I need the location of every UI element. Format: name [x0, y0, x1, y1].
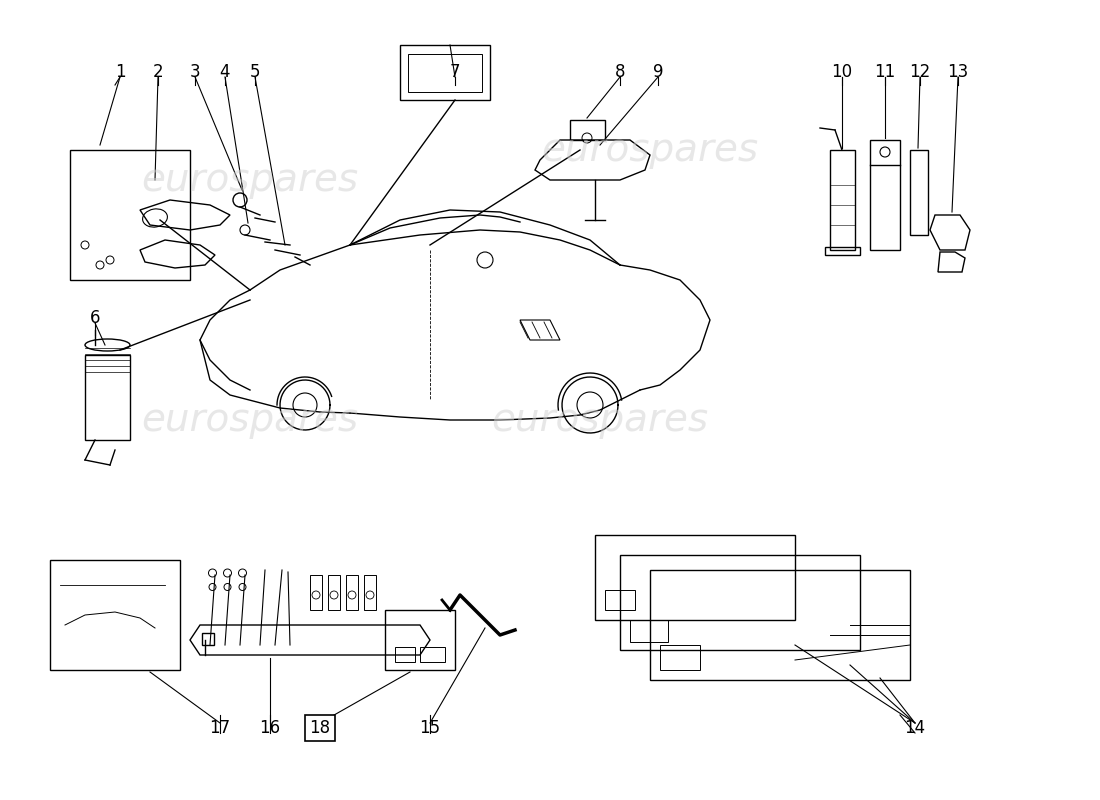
Text: 10: 10 — [832, 63, 852, 81]
Text: 9: 9 — [652, 63, 663, 81]
Bar — [70, 150, 190, 280]
Text: 18: 18 — [309, 719, 331, 737]
Text: 8: 8 — [615, 63, 625, 81]
Bar — [50, 560, 180, 670]
Text: 4: 4 — [220, 63, 230, 81]
Text: 6: 6 — [90, 309, 100, 327]
Text: eurospares: eurospares — [492, 401, 708, 439]
Text: 11: 11 — [874, 63, 895, 81]
Bar — [825, 247, 860, 255]
Bar — [385, 610, 455, 670]
Text: 7: 7 — [450, 63, 460, 81]
Bar — [650, 570, 910, 680]
Text: 16: 16 — [260, 719, 280, 737]
Text: eurospares: eurospares — [541, 131, 759, 169]
Text: eurospares: eurospares — [142, 161, 359, 199]
Bar — [830, 150, 855, 250]
Bar — [605, 590, 635, 610]
Bar — [420, 647, 446, 662]
Bar — [310, 575, 322, 610]
Bar — [630, 620, 668, 642]
Bar — [328, 575, 340, 610]
Text: 1: 1 — [114, 63, 125, 81]
Text: eurospares: eurospares — [142, 401, 359, 439]
Bar — [395, 647, 415, 662]
Text: 3: 3 — [189, 63, 200, 81]
Bar — [364, 575, 376, 610]
Bar — [408, 54, 482, 92]
Bar — [85, 355, 130, 440]
Text: 17: 17 — [209, 719, 231, 737]
Text: 5: 5 — [250, 63, 261, 81]
Bar — [202, 633, 215, 645]
Text: 13: 13 — [947, 63, 969, 81]
Bar — [570, 120, 605, 140]
Bar — [620, 555, 860, 650]
Bar — [910, 150, 928, 235]
Text: 2: 2 — [153, 63, 163, 81]
Text: 12: 12 — [910, 63, 931, 81]
Text: 15: 15 — [419, 719, 441, 737]
Bar — [400, 45, 490, 100]
Bar — [660, 645, 700, 670]
Text: 14: 14 — [904, 719, 925, 737]
Bar — [346, 575, 358, 610]
Bar — [595, 535, 795, 620]
